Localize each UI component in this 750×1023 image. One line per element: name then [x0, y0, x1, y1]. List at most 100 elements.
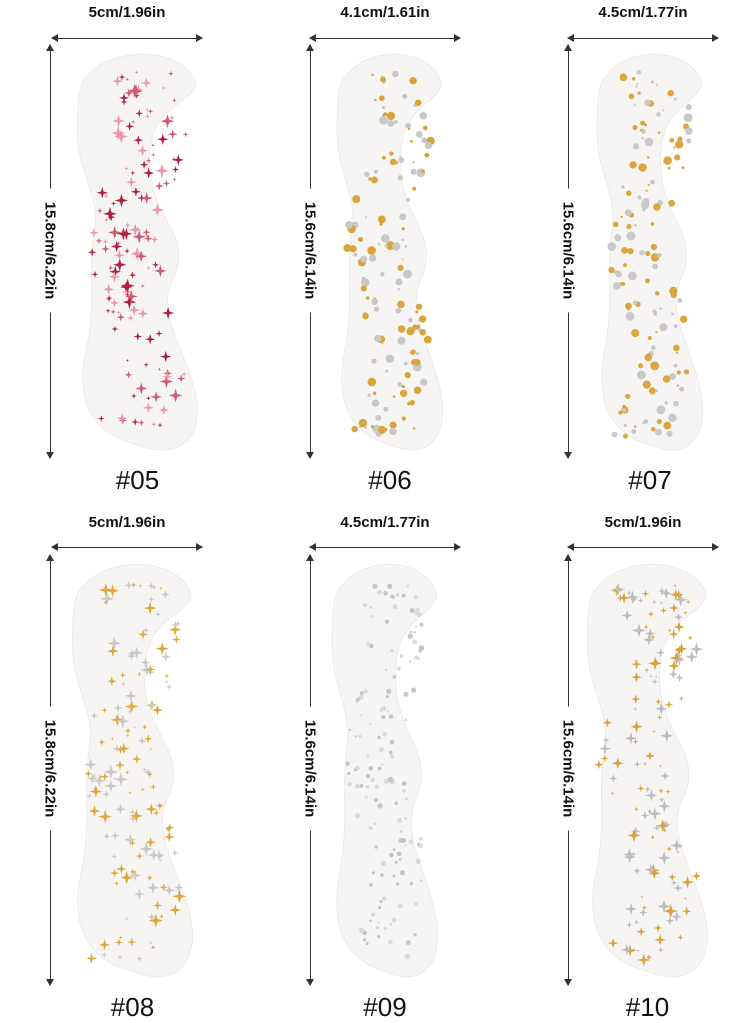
star-decoration [632, 947, 636, 952]
flower-decoration [653, 312, 657, 316]
star-decoration [152, 900, 163, 911]
star-decoration [131, 119, 136, 124]
star-decoration [632, 738, 639, 745]
star-decoration [683, 610, 688, 615]
star-decoration [109, 265, 122, 278]
star-decoration [113, 258, 127, 272]
heart-decoration [415, 303, 423, 310]
dot-decoration [404, 718, 408, 722]
dot-decoration [386, 710, 390, 713]
star-decoration [107, 645, 119, 657]
flower-decoration [638, 363, 644, 369]
star-decoration [658, 764, 663, 768]
star-decoration [91, 773, 97, 779]
heart-decoration [419, 328, 427, 336]
star-decoration [168, 623, 182, 636]
star-decoration [142, 228, 151, 237]
flower-decoration [641, 129, 646, 134]
dot-decoration [403, 691, 409, 697]
flower-decoration [613, 281, 621, 290]
star-decoration [115, 240, 121, 246]
dot-decoration [374, 798, 379, 803]
flower-decoration [625, 302, 632, 310]
star-decoration [87, 773, 98, 784]
star-decoration [669, 651, 684, 666]
star-decoration [158, 858, 163, 863]
dot-decoration [355, 697, 361, 702]
flower-decoration [632, 143, 640, 150]
flower-decoration [655, 291, 660, 296]
dot-decoration [416, 612, 422, 618]
star-decoration [644, 750, 656, 762]
height-label: 15.6cm/6.14in [559, 188, 577, 312]
dot-decoration [354, 735, 357, 738]
dot-decoration [404, 816, 408, 821]
star-decoration [644, 863, 658, 876]
width-label: 4.5cm/1.77in [340, 514, 430, 531]
star-decoration [160, 350, 172, 363]
heart-decoration [360, 278, 370, 287]
heart-decoration [371, 358, 377, 364]
star-decoration [111, 853, 118, 860]
flower-decoration [619, 73, 628, 82]
star-decoration [108, 225, 122, 240]
flower-decoration [667, 166, 671, 170]
star-decoration [98, 415, 105, 422]
star-decoration [665, 789, 671, 795]
star-decoration [171, 156, 177, 163]
star-decoration [633, 806, 639, 812]
heart-decoration [397, 381, 403, 387]
star-decoration [113, 772, 129, 787]
star-decoration [659, 600, 664, 606]
star-decoration [650, 634, 656, 640]
flower-decoration [622, 408, 627, 413]
star-decoration [151, 143, 155, 147]
flower-decoration [611, 431, 618, 438]
heart-decoration [379, 222, 383, 226]
width-arrow [51, 543, 203, 551]
star-decoration [114, 193, 129, 208]
star-decoration [656, 819, 669, 832]
width-arrow [567, 543, 719, 551]
flower-decoration [667, 89, 674, 97]
flower-decoration [683, 369, 690, 375]
star-decoration [673, 651, 683, 660]
star-decoration [103, 193, 109, 199]
star-decoration [118, 73, 126, 81]
star-decoration [84, 769, 93, 778]
heart-decoration [401, 416, 406, 421]
height-label: 15.8cm/6.22in [41, 706, 59, 831]
flower-decoration [614, 234, 622, 242]
flower-decoration [669, 286, 678, 295]
star-decoration [645, 789, 658, 802]
star-decoration [146, 874, 154, 882]
heart-decoration [395, 278, 403, 286]
flower-decoration [686, 138, 692, 144]
star-decoration [644, 785, 652, 793]
dot-decoration [347, 782, 352, 787]
dot-decoration [401, 838, 407, 843]
dot-decoration [413, 933, 417, 937]
heart-decoration [422, 125, 428, 131]
dot-decoration [414, 625, 418, 628]
dot-decoration [399, 829, 403, 833]
dot-decoration [359, 714, 362, 717]
heart-decoration [398, 157, 405, 163]
star-decoration [110, 240, 123, 253]
heart-decoration [389, 158, 397, 166]
dot-decoration [355, 783, 360, 789]
flower-decoration [685, 104, 692, 111]
star-decoration [127, 708, 133, 715]
dot-decoration [377, 589, 382, 595]
flower-decoration [627, 248, 634, 255]
dot-decoration [415, 607, 420, 612]
heart-decoration [365, 296, 370, 300]
heart-decoration [401, 238, 405, 242]
star-decoration [110, 201, 116, 207]
flower-decoration [647, 156, 650, 159]
dot-decoration [385, 695, 389, 699]
flower-decoration [644, 137, 654, 147]
flower-decoration [633, 425, 637, 428]
flower-decoration [643, 419, 649, 424]
flower-decoration [644, 123, 648, 127]
